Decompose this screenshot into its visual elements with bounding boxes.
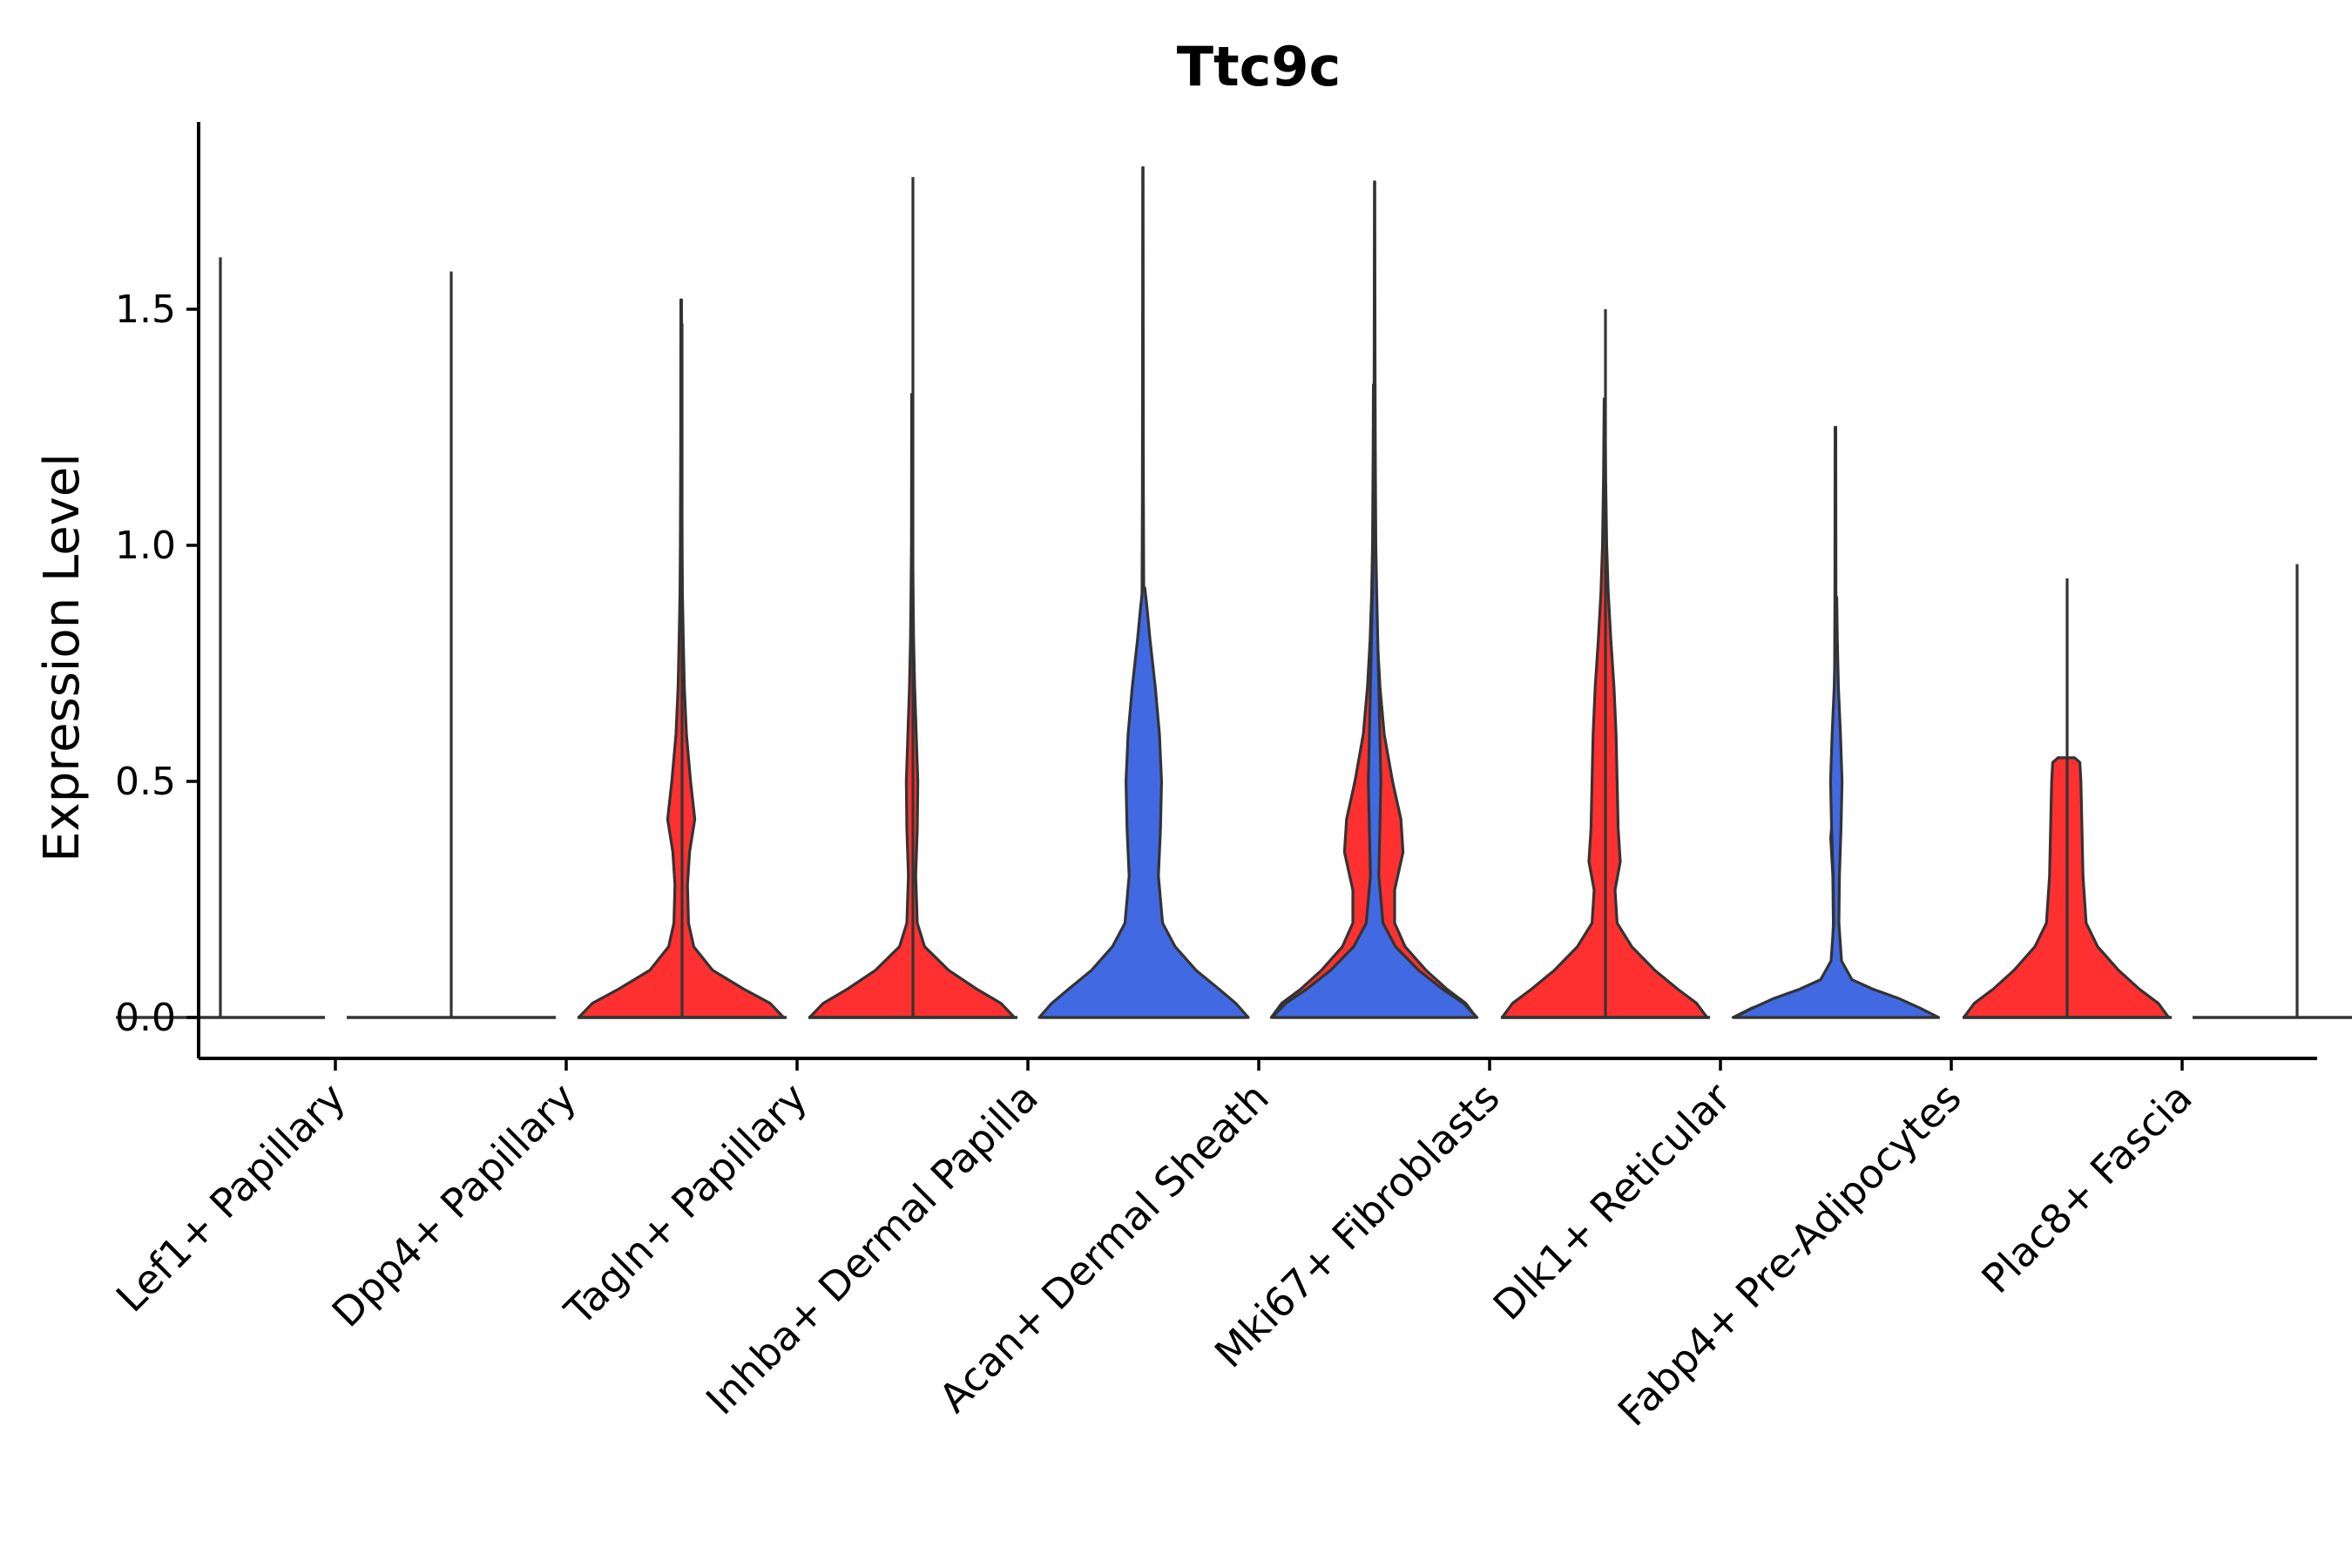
y-tick-label: 1.0: [115, 524, 176, 568]
y-tick-label: 0.5: [115, 760, 176, 804]
category-label: Dlk1+ Reticular: [1484, 1074, 1740, 1329]
axes: [197, 122, 2317, 1060]
violin-layer: [116, 166, 2352, 1019]
category-label: Tagln+ Papillary: [555, 1074, 816, 1335]
violin-blue: [1037, 586, 1250, 1019]
y-axis-ticks: 0.0 0.5 1.0 1.5: [115, 287, 199, 1040]
y-tick-label: 0.0: [115, 996, 176, 1040]
category-label: Dpp4+ Papillary: [323, 1074, 585, 1336]
violin-blue: [1270, 180, 1479, 1019]
y-tick-label: 1.5: [115, 287, 176, 332]
violin-blue: [1732, 596, 1941, 1019]
chart-title: Ttc9c: [1177, 35, 1342, 98]
category-label: Plac8+ Fascia: [1972, 1074, 2200, 1302]
y-axis-label: Expression Level: [34, 453, 91, 862]
category-label: Lef1+ Papillary: [107, 1074, 355, 1321]
